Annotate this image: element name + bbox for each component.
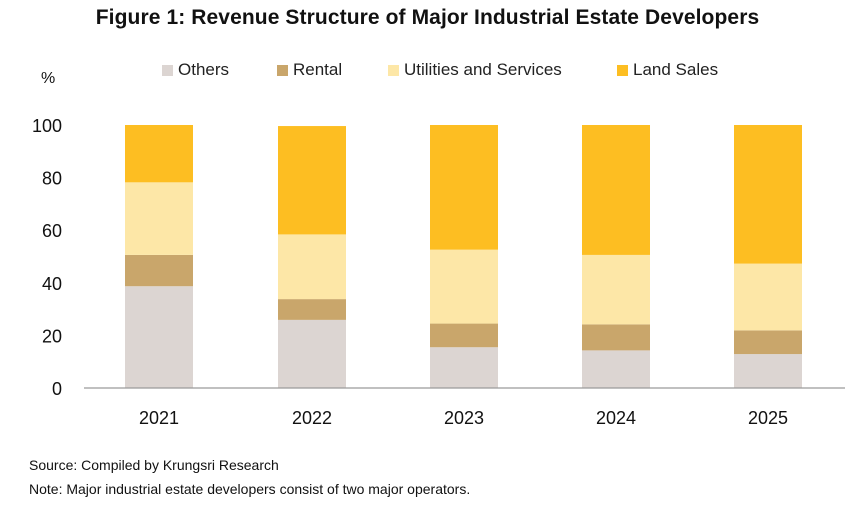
bar-segment-rental [278, 299, 346, 320]
legend-label: Utilities and Services [404, 60, 562, 79]
bar-segment-utilities-and-services [125, 182, 193, 255]
bar-segment-rental [582, 324, 650, 351]
footnote: Note: Major industrial estate developers… [29, 481, 471, 497]
bar-segment-others [582, 350, 650, 388]
y-tick-label: 0 [52, 379, 62, 399]
legend-swatch [388, 64, 399, 76]
legend-label: Rental [293, 60, 343, 79]
bar-segment-land-sales [734, 125, 802, 264]
x-tick-label: 2021 [139, 408, 179, 428]
y-tick-label: 40 [42, 274, 62, 294]
bar-segment-land-sales [582, 125, 650, 255]
y-tick-label: 20 [42, 326, 62, 346]
legend-label: Land Sales [633, 60, 719, 79]
bar-segment-others [278, 319, 346, 388]
bar-segment-land-sales [430, 125, 498, 250]
bar-segment-land-sales [278, 126, 346, 235]
chart-title: Figure 1: Revenue Structure of Major Ind… [95, 6, 760, 29]
bar-segment-utilities-and-services [734, 263, 802, 331]
x-tick-label: 2023 [444, 408, 484, 428]
legend-label: Others [178, 60, 230, 79]
y-tick-label: 60 [42, 221, 62, 241]
bar-segment-utilities-and-services [430, 249, 498, 324]
x-tick-label: 2024 [596, 408, 636, 428]
y-tick-label: 80 [42, 169, 62, 189]
y-tick-label: 100 [32, 116, 62, 136]
legend-item: Utilities and Services [388, 60, 562, 80]
legend-swatch [162, 64, 173, 76]
bar-segment-rental [125, 254, 193, 287]
source-note: Source: Compiled by Krungsri Research [29, 457, 279, 473]
x-tick-label: 2022 [292, 408, 332, 428]
bar-segment-utilities-and-services [582, 254, 650, 325]
x-tick-label: 2025 [748, 408, 788, 428]
legend-swatch [277, 64, 288, 76]
bar-segment-rental [734, 330, 802, 355]
bar-segment-rental [430, 323, 498, 348]
legend-item: Land Sales [617, 60, 718, 80]
bar-segment-others [125, 286, 193, 388]
legend-swatch [617, 64, 628, 76]
legend-item: Others [162, 60, 229, 80]
bar-segment-others [430, 347, 498, 388]
y-axis-unit-label: % [41, 70, 56, 87]
bar-segment-utilities-and-services [278, 234, 346, 300]
bar-segment-land-sales [125, 125, 193, 183]
bar-segment-others [734, 354, 802, 388]
legend-item: Rental [277, 60, 342, 80]
legend: Others Rental Utilities and Services Land S… [0, 60, 855, 84]
